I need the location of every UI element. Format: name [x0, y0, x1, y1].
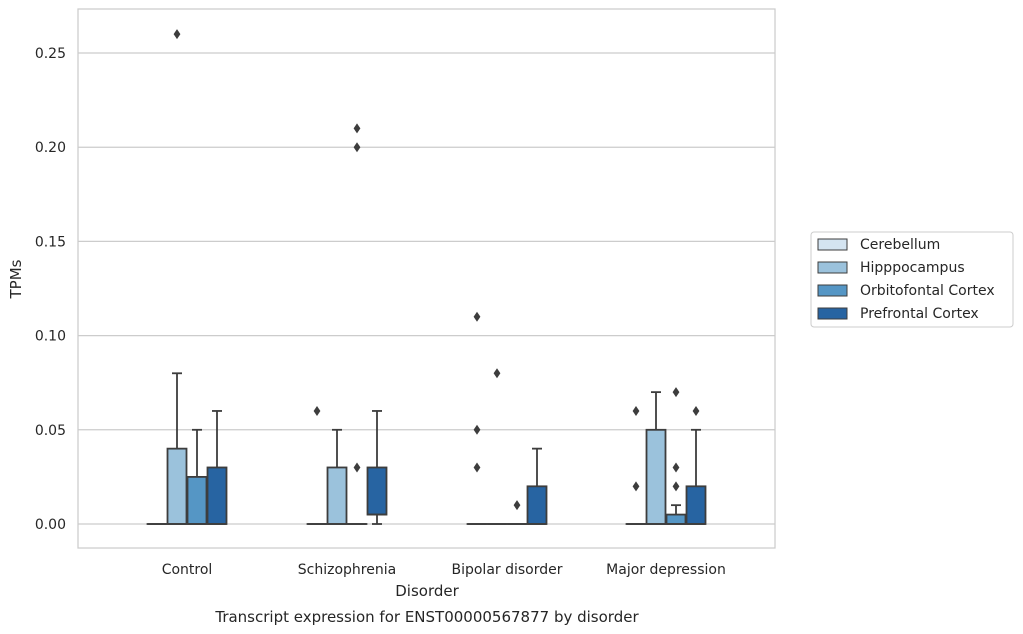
series-orbitofontal-cortex — [186, 123, 687, 525]
box — [186, 475, 208, 525]
y-axis-label: TPMs — [7, 259, 25, 299]
x-axis-ticks: Control Schizophrenia Bipolar disorder Majo… — [162, 562, 726, 578]
y-tick-label: 0.10 — [35, 329, 66, 345]
legend: Cerebellum Hipppocampus Orbitofontal Corte… — [810, 231, 1014, 328]
chart-caption: Transcript expression for ENST0000056787… — [214, 608, 639, 626]
x-tick-label: Bipolar disorder — [451, 562, 562, 578]
outlier-point — [173, 29, 181, 40]
legend-label: Hipppocampus — [860, 260, 965, 276]
legend-label: Cerebellum — [860, 237, 940, 253]
series-prefrontal-cortex — [206, 405, 707, 525]
box — [206, 466, 228, 525]
outlier-point — [493, 368, 501, 379]
series-hipppocampus — [166, 29, 667, 525]
x-axis-label: Disorder — [395, 582, 459, 600]
x-tick-label: Schizophrenia — [298, 562, 396, 578]
plot-frame — [77, 8, 776, 549]
outlier-point — [672, 481, 680, 492]
outlier-point — [692, 405, 700, 416]
x-tick-label: Major depression — [606, 562, 726, 578]
legend-swatch — [817, 238, 848, 251]
legend-label: Prefrontal Cortex — [860, 306, 979, 322]
box — [665, 513, 687, 525]
series-cerebellum — [146, 311, 647, 525]
outlier-point — [353, 123, 361, 134]
outlier-point — [632, 481, 640, 492]
box — [526, 485, 548, 525]
outlier-point — [473, 424, 481, 435]
y-tick-label: 0.20 — [35, 140, 66, 156]
outlier-point — [353, 462, 361, 473]
legend-frame — [810, 231, 1014, 328]
y-tick-label: 0.05 — [35, 423, 66, 439]
y-tick-label: 0.00 — [35, 517, 66, 533]
outlier-point — [672, 387, 680, 398]
outlier-point — [672, 462, 680, 473]
box — [326, 466, 348, 525]
legend-swatch — [817, 261, 848, 274]
outlier-point — [473, 462, 481, 473]
outlier-point — [313, 405, 321, 416]
y-tick-label: 0.25 — [35, 46, 66, 62]
outlier-point — [632, 405, 640, 416]
y-axis-ticks: 0.00 0.05 0.10 0.15 0.20 0.25 — [35, 46, 66, 533]
legend-label: Orbitofontal Cortex — [860, 283, 995, 299]
box — [645, 428, 667, 525]
y-tick-label: 0.15 — [35, 234, 66, 250]
outlier-point — [353, 142, 361, 153]
legend-swatch — [817, 307, 848, 320]
box — [166, 447, 188, 525]
outlier-point — [513, 500, 521, 511]
box-series — [146, 29, 707, 525]
x-tick-label: Control — [162, 562, 213, 578]
box — [366, 466, 388, 516]
box — [685, 485, 707, 525]
outlier-point — [473, 311, 481, 322]
legend-swatch — [817, 284, 848, 297]
